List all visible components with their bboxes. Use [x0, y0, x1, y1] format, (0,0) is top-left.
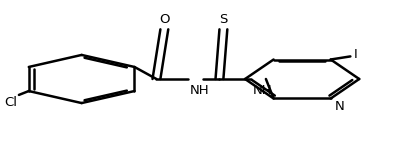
Text: I: I: [354, 48, 357, 61]
Text: NH: NH: [190, 84, 210, 97]
Text: Cl: Cl: [4, 97, 17, 109]
Text: S: S: [219, 13, 228, 26]
Text: O: O: [159, 13, 170, 26]
Text: N: N: [335, 100, 344, 113]
Text: NH: NH: [253, 84, 272, 97]
